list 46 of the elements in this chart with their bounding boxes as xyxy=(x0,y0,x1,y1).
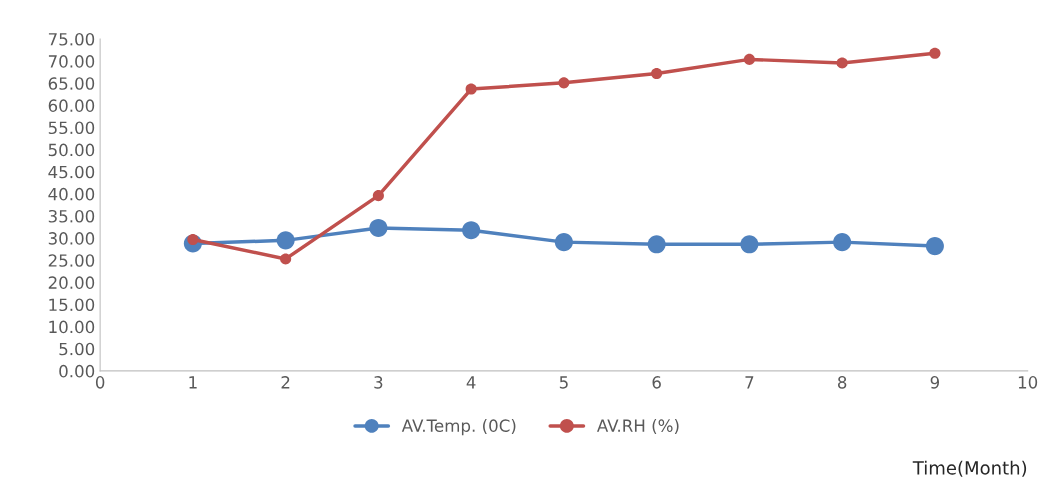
point xyxy=(280,253,292,265)
y-tick-label: 45.00 xyxy=(48,165,95,179)
y-tick-label: 50.00 xyxy=(48,143,95,157)
point xyxy=(836,57,848,69)
x-tick-label: 4 xyxy=(466,376,476,389)
point xyxy=(372,190,384,202)
y-tick-label: 40.00 xyxy=(48,187,95,201)
y-tick-label: 0.00 xyxy=(59,364,95,378)
y-tick-label: 65.00 xyxy=(48,77,95,90)
point xyxy=(833,233,852,252)
x-tick-label: 2 xyxy=(281,376,290,389)
point xyxy=(276,231,295,250)
y-tick-label: 60.00 xyxy=(48,99,95,112)
y-tick-label: 25.00 xyxy=(48,254,95,267)
y-tick-label: 35.00 xyxy=(48,209,95,223)
y-tick-label: 70.00 xyxy=(48,55,95,68)
point xyxy=(465,83,477,95)
x-tick-label: 10 xyxy=(1018,376,1038,389)
x-tick-label: 8 xyxy=(837,376,847,389)
point xyxy=(929,47,941,59)
y-tick-label: 75.00 xyxy=(48,33,95,46)
x-tick-label: 6 xyxy=(652,376,661,389)
y-tick-label: 15.00 xyxy=(49,298,95,312)
point xyxy=(651,68,663,80)
x-tick-label: 3 xyxy=(374,376,383,389)
point xyxy=(740,235,759,254)
x-axis-title: Time(Month) xyxy=(912,460,1027,477)
point xyxy=(558,77,570,89)
y-tick-label: 10.00 xyxy=(49,320,95,334)
point xyxy=(462,221,481,240)
point xyxy=(647,235,666,254)
x-tick-label: 5 xyxy=(559,376,568,389)
point xyxy=(743,53,755,65)
legend-label: AV.RH (%) xyxy=(596,419,679,434)
point xyxy=(554,233,573,252)
x-tick-label: 9 xyxy=(930,376,940,389)
y-tick-label: 55.00 xyxy=(48,121,95,135)
point xyxy=(369,218,388,237)
y-tick-label: 5.00 xyxy=(59,342,95,356)
legend-label: AV.Temp. (0C) xyxy=(401,419,516,436)
x-tick-label: 7 xyxy=(745,376,754,389)
x-tick-label: 0 xyxy=(95,376,105,389)
y-tick-label: 20.00 xyxy=(48,276,95,289)
x-tick-label: 1 xyxy=(189,376,197,389)
point xyxy=(925,237,944,256)
y-tick-label: 30.00 xyxy=(48,232,95,245)
